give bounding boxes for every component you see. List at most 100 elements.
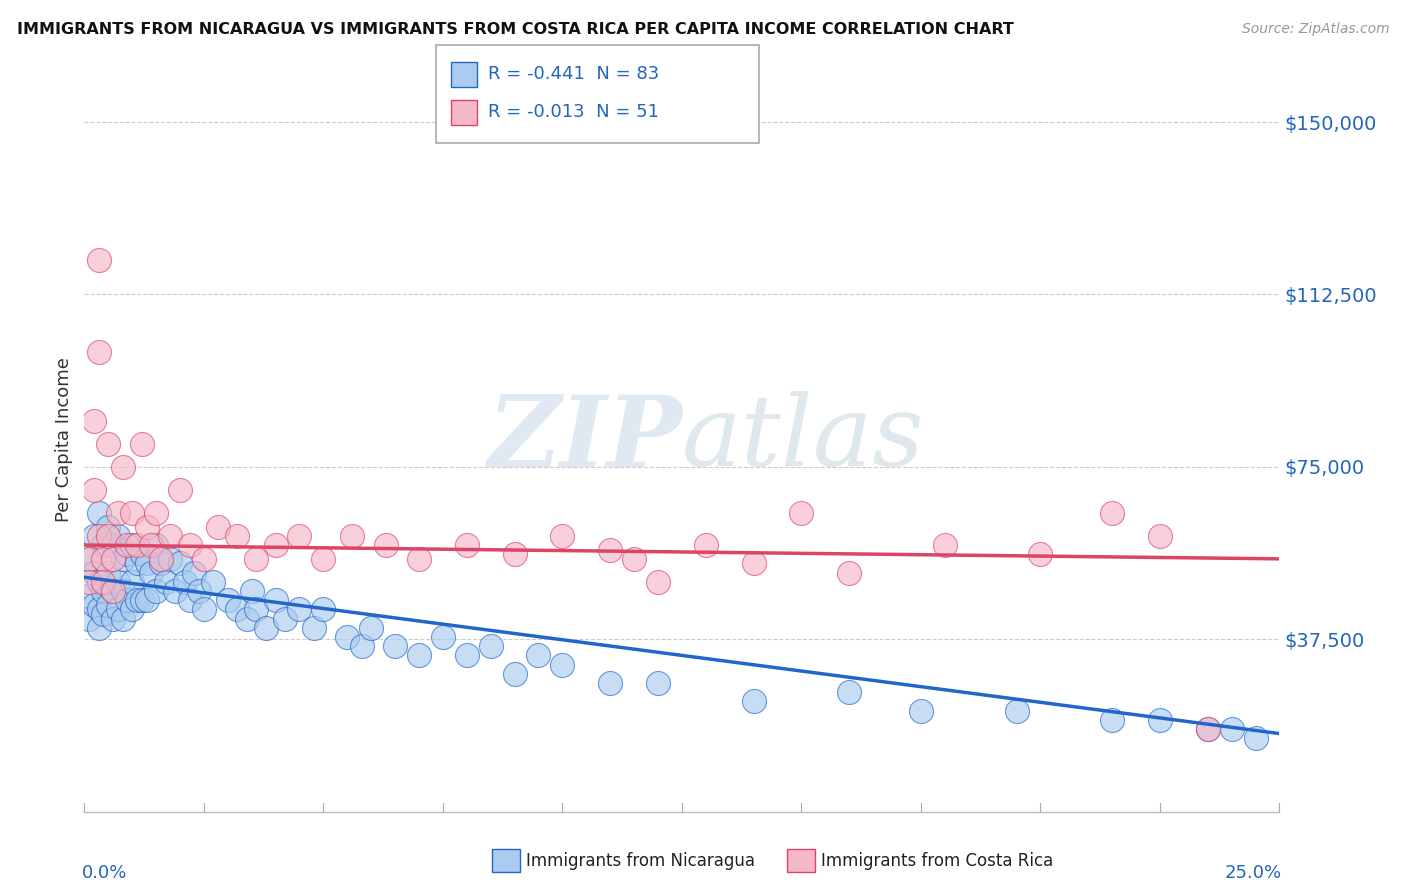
Point [408,648,430,663]
Point [312,552,335,566]
Point [254,621,277,635]
Point [131,593,153,607]
Point [456,538,478,552]
Point [1197,722,1219,736]
Point [93,607,115,621]
Point [101,584,124,599]
Text: Immigrants from Costa Rica: Immigrants from Costa Rica [821,852,1053,870]
Point [117,547,139,561]
Point [97,529,120,543]
Text: R = -0.441  N = 83: R = -0.441 N = 83 [488,65,659,83]
Point [97,437,120,451]
Point [551,657,574,672]
Point [503,666,526,681]
Point [503,547,526,561]
Point [1101,713,1123,727]
Point [83,483,105,497]
Point [145,538,167,552]
Text: 25.0%: 25.0% [1225,863,1282,882]
Point [169,483,191,497]
Point [93,538,115,552]
Point [87,506,110,520]
Point [77,574,100,589]
Point [77,552,100,566]
Point [101,584,124,599]
Point [111,612,134,626]
Point [87,529,110,543]
Point [207,519,229,533]
Point [790,506,813,520]
Point [87,602,110,616]
Point [121,602,143,616]
Text: ZIP: ZIP [486,391,682,488]
Point [264,538,287,552]
Point [87,574,110,589]
Point [202,574,225,589]
Point [125,538,148,552]
Point [77,589,100,603]
Point [117,593,139,607]
Point [125,557,148,571]
Point [111,584,134,599]
Point [312,602,335,616]
Point [173,574,195,589]
Point [288,529,311,543]
Text: Source: ZipAtlas.com: Source: ZipAtlas.com [1241,22,1389,37]
Point [910,704,932,718]
Point [599,542,621,557]
Point [302,621,325,635]
Point [135,593,157,607]
Point [408,552,430,566]
Point [374,538,396,552]
Point [360,621,382,635]
Point [135,557,157,571]
Point [432,630,454,644]
Point [159,529,181,543]
Point [83,414,105,428]
Point [647,574,669,589]
Point [340,529,363,543]
Point [695,538,717,552]
Point [93,552,115,566]
Point [245,602,267,616]
Point [131,437,153,451]
Point [111,459,134,474]
Point [107,529,129,543]
Point [1244,731,1267,746]
Text: IMMIGRANTS FROM NICARAGUA VS IMMIGRANTS FROM COSTA RICA PER CAPITA INCOME CORREL: IMMIGRANTS FROM NICARAGUA VS IMMIGRANTS … [17,22,1014,37]
Point [121,506,143,520]
Point [93,584,115,599]
Point [226,602,249,616]
Point [1149,713,1171,727]
Point [838,566,860,580]
Point [165,584,187,599]
Point [479,639,502,653]
Point [93,574,115,589]
Point [236,612,259,626]
Point [1101,506,1123,520]
Point [336,630,359,644]
Point [264,593,287,607]
Point [288,602,311,616]
Text: Immigrants from Nicaragua: Immigrants from Nicaragua [526,852,755,870]
Point [101,552,124,566]
Point [188,584,211,599]
Point [647,676,669,690]
Point [121,574,143,589]
Point [456,648,478,663]
Point [149,557,172,571]
Point [384,639,406,653]
Point [149,552,172,566]
Point [97,519,120,533]
Point [1005,704,1028,718]
Point [623,552,645,566]
Point [193,552,215,566]
Point [551,529,574,543]
Point [527,648,550,663]
Point [83,566,105,580]
Point [742,694,765,708]
Point [107,574,129,589]
Point [934,538,956,552]
Point [350,639,373,653]
Point [240,584,263,599]
